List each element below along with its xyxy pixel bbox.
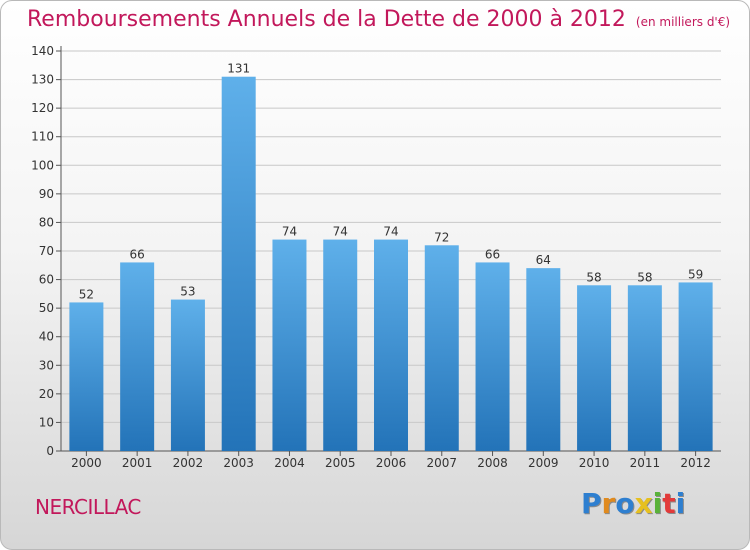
logo-letter: i	[652, 487, 663, 520]
chart-title: Remboursements Annuels de la Dette de 20…	[27, 7, 730, 32]
y-tick-label: 30	[39, 358, 54, 372]
bar-2008	[475, 262, 510, 451]
proxiti-logo: Proxiti	[581, 487, 685, 520]
logo-letter: i	[675, 487, 686, 520]
commune-name: NERCILLAC	[35, 495, 141, 519]
x-tick-label: 2005	[325, 456, 356, 470]
y-tick-label: 20	[39, 387, 54, 401]
data-label: 66	[130, 247, 145, 261]
y-tick-label: 110	[31, 130, 54, 144]
y-tick-label: 140	[31, 44, 54, 58]
y-tick-label: 90	[39, 187, 54, 201]
bar-2010	[577, 285, 612, 451]
axes: 0 10 20 30 40 50 60 70 80 90 100 110 120 130 140 2000 20…	[31, 44, 721, 470]
x-tick-label: 2011	[630, 456, 661, 470]
x-tick-label: 2000	[71, 456, 102, 470]
data-label: 74	[383, 225, 398, 239]
data-label: 72	[434, 230, 449, 244]
y-tick-label: 10	[39, 415, 54, 429]
x-tick-label: 2006	[376, 456, 407, 470]
logo-letter: t	[662, 487, 676, 520]
logo-letter: P	[581, 487, 602, 520]
data-label: 58	[637, 270, 652, 284]
bar-2011	[627, 285, 662, 451]
bar-2012	[678, 282, 713, 451]
data-label: 131	[227, 62, 250, 76]
y-tick-label: 0	[46, 444, 54, 458]
data-label: 58	[586, 270, 601, 284]
bar-2004	[272, 239, 307, 451]
bar-2006	[374, 239, 408, 451]
y-tick-label: 40	[39, 330, 54, 344]
logo-letter: o	[615, 487, 635, 520]
x-tick-label: 2001	[122, 456, 153, 470]
data-label: 66	[485, 247, 500, 261]
data-label: 53	[180, 285, 195, 299]
data-label: 74	[282, 225, 297, 239]
y-tick-label: 70	[39, 244, 54, 258]
x-tick-label: 2007	[426, 456, 457, 470]
bar-2002	[170, 299, 205, 451]
bar-2003	[221, 76, 256, 451]
data-label: 64	[536, 253, 551, 267]
bars	[69, 76, 713, 451]
chart-title-text: Remboursements Annuels de la Dette de 20…	[27, 7, 626, 32]
x-tick-label: 2002	[173, 456, 204, 470]
y-tick-label: 80	[39, 215, 54, 229]
y-tick-label: 50	[39, 301, 54, 315]
x-tick-label: 2012	[680, 456, 711, 470]
bar-2005	[323, 239, 358, 451]
x-tick-label: 2008	[477, 456, 508, 470]
y-tick-label: 60	[39, 273, 54, 287]
bar-2000	[69, 302, 104, 451]
logo-letter: r	[601, 487, 616, 520]
data-label: 52	[79, 287, 94, 301]
data-label: 74	[333, 225, 348, 239]
data-label: 59	[688, 267, 703, 281]
x-tick-label: 2003	[223, 456, 254, 470]
chart-subtitle: (en milliers d'€)	[635, 15, 731, 29]
bar-2007	[424, 245, 459, 451]
logo-letter: x	[634, 487, 653, 520]
data-labels: 52 66 53 131 74 74 74 72 66 64 58 58 59	[79, 62, 704, 302]
bar-2001	[120, 262, 155, 451]
y-tick-label: 100	[31, 158, 54, 172]
bar-2009	[526, 268, 561, 451]
x-tick-label: 2010	[579, 456, 610, 470]
y-tick-label: 120	[31, 101, 54, 115]
x-tick-label: 2009	[528, 456, 559, 470]
y-tick-label: 130	[31, 73, 54, 87]
x-tick-label: 2004	[274, 456, 305, 470]
